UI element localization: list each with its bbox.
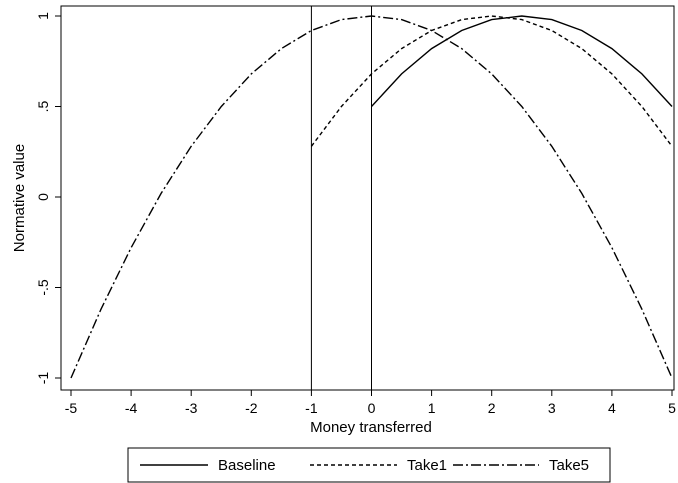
- x-tick-label: -5: [65, 400, 78, 416]
- series-line-take1: [310, 15, 673, 147]
- x-tick-label: -3: [185, 400, 198, 416]
- reference-lines: [310, 6, 372, 390]
- y-tick-label: 1: [35, 12, 51, 20]
- x-axis: -5 -4 -3 -2 -1 0 1 2 3 4 5: [65, 390, 676, 416]
- x-tick-label: -4: [125, 400, 138, 416]
- series-line-baseline: [370, 15, 673, 107]
- y-tick-label: -1: [35, 372, 51, 385]
- y-axis-title: Normative value: [11, 144, 28, 252]
- series-line-take5: [70, 15, 673, 379]
- series-lines: [70, 15, 673, 379]
- x-tick-label: 0: [368, 400, 376, 416]
- legend-label-take5: Take5: [549, 457, 589, 474]
- y-tick-label: .5: [35, 100, 51, 112]
- legend-label-take1: Take1: [407, 457, 447, 474]
- legend: Baseline Take1 Take5: [127, 447, 611, 483]
- y-tick-label: 0: [35, 193, 51, 201]
- x-tick-label: 2: [488, 400, 496, 416]
- x-tick-label: -2: [245, 400, 258, 416]
- x-tick-label: -1: [305, 400, 318, 416]
- x-tick-label: 4: [608, 400, 616, 416]
- legend-label-baseline: Baseline: [218, 457, 276, 474]
- plot-frame: [60, 5, 675, 391]
- y-axis: -1 -.5 0 .5 1: [35, 12, 61, 384]
- x-tick-label: 1: [428, 400, 436, 416]
- x-tick-label: 5: [668, 400, 676, 416]
- x-tick-label: 3: [548, 400, 556, 416]
- x-axis-title: Money transferred: [310, 419, 432, 436]
- y-tick-label: -.5: [35, 279, 51, 296]
